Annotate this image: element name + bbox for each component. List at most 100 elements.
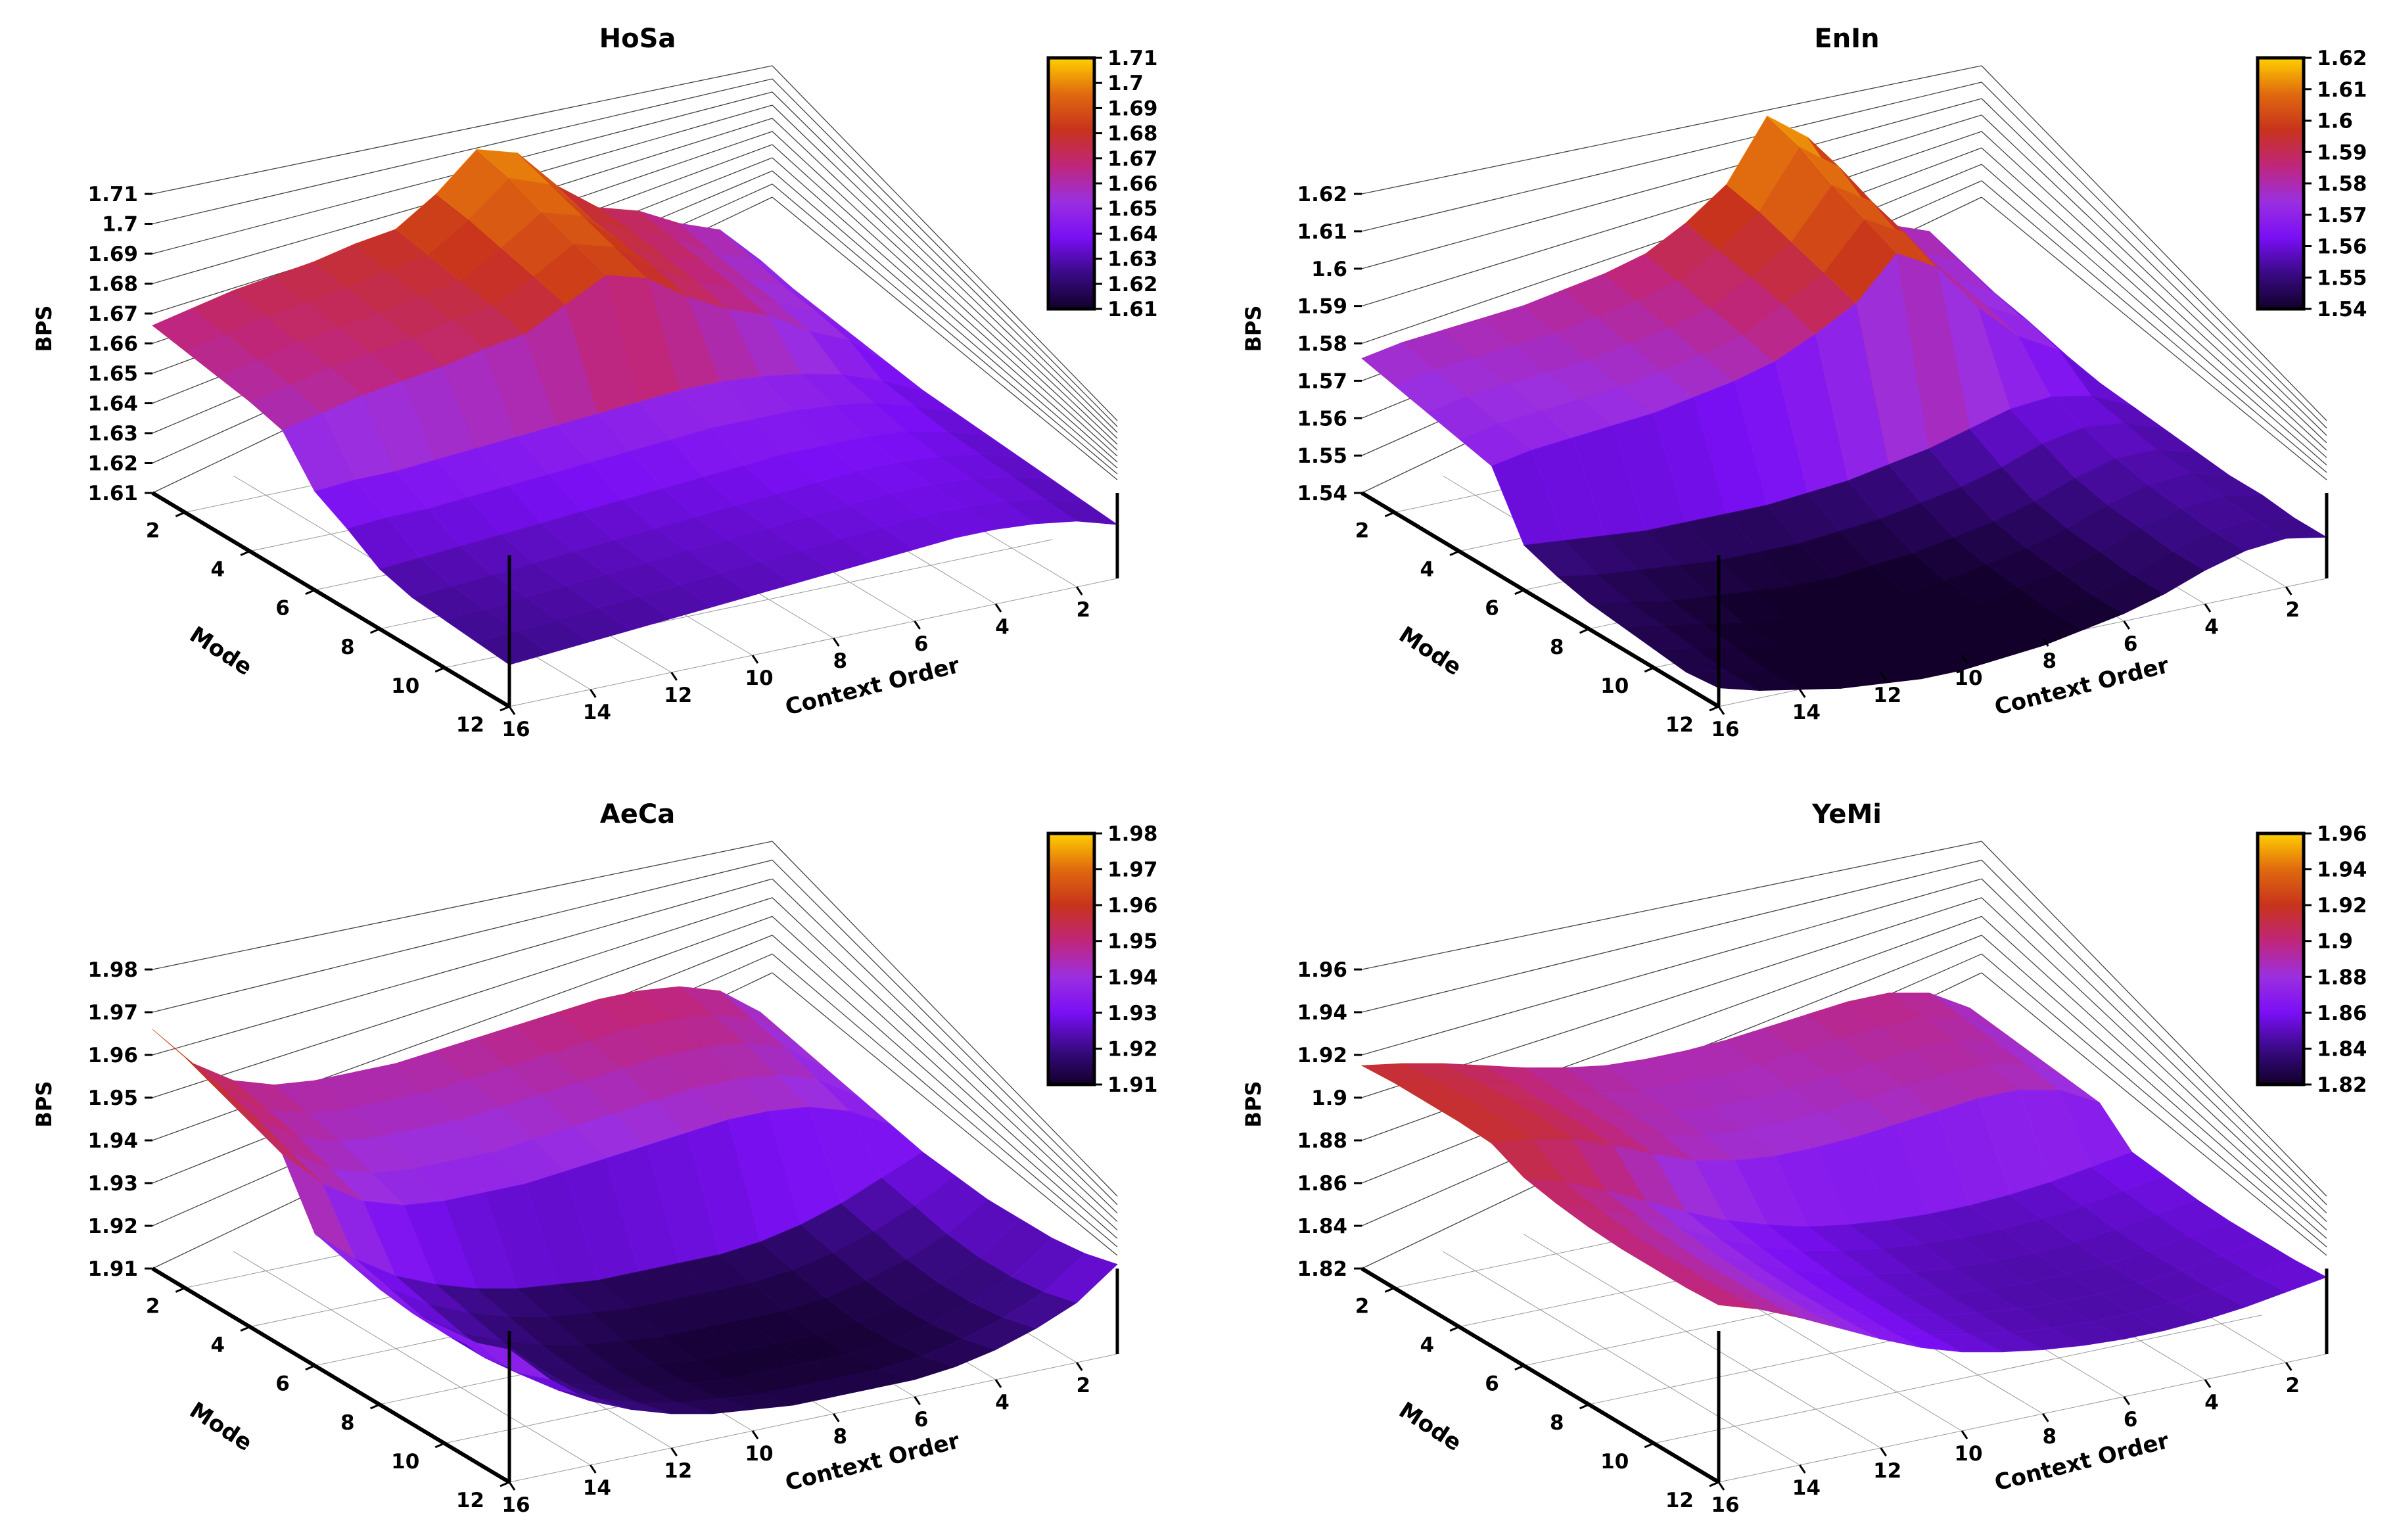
context-tick-label: 10 <box>745 1442 773 1466</box>
z-tick-label: 1.69 <box>88 243 139 266</box>
colorbar-tick-label: 1.68 <box>1107 122 1158 146</box>
mode-tick-label: 12 <box>456 1489 484 1512</box>
context-tick-mark <box>508 1482 516 1491</box>
z-gridline <box>1981 82 2327 429</box>
colorbar-tick-label: 1.55 <box>2317 266 2367 290</box>
context-tick-mark <box>2204 1379 2212 1388</box>
context-tick-label: 2 <box>1077 598 1091 622</box>
mode-tick-mark <box>500 1481 510 1487</box>
z-gridline <box>1981 147 2327 458</box>
colorbar-tick-label: 1.71 <box>1107 47 1158 70</box>
z-gridline <box>1981 935 2327 1239</box>
mode-tick-mark <box>305 589 315 595</box>
context-axis-label: Context Order <box>783 652 963 721</box>
colorbar-tick-label: 1.94 <box>1107 966 1158 989</box>
colorbar-tick-label: 1.65 <box>1107 197 1158 221</box>
mode-tick-mark <box>1579 628 1590 634</box>
colorbar-tick-label: 1.62 <box>1107 273 1158 296</box>
z-gridline <box>1361 98 1982 269</box>
context-tick-mark <box>994 1379 1002 1388</box>
colorbar-tick-label: 1.84 <box>2317 1037 2367 1061</box>
mode-tick-mark <box>434 1442 445 1449</box>
z-gridline <box>152 878 773 1056</box>
surface-patch <box>2252 517 2328 539</box>
context-tick-mark <box>1717 1482 1725 1491</box>
context-tick-label: 12 <box>664 1459 692 1483</box>
context-tick-label: 8 <box>2043 1425 2057 1449</box>
context-tick-label: 4 <box>2204 615 2219 639</box>
z-gridline <box>1361 897 1982 1098</box>
mode-tick-mark <box>305 1365 315 1371</box>
colorbar-tick-label: 1.95 <box>1107 930 1158 954</box>
z-gridline <box>1981 897 2327 1223</box>
colorbar-tick-label: 1.98 <box>1107 822 1158 846</box>
z-gridline <box>1981 916 2327 1230</box>
colorbar-tick-label: 1.96 <box>1107 894 1158 918</box>
z-tick-label: 1.9 <box>1311 1086 1347 1110</box>
mode-tick-mark <box>175 511 185 517</box>
context-tick-label: 8 <box>833 1425 848 1449</box>
mode-tick-mark <box>1514 589 1525 595</box>
mode-tick-mark <box>434 666 445 673</box>
z-gridline <box>772 953 1118 1248</box>
context-tick-label: 8 <box>833 649 848 673</box>
context-tick-mark <box>1799 1464 1806 1474</box>
context-axis-label: Context Order <box>1992 1428 2172 1497</box>
chart-title: AeCa <box>600 799 675 829</box>
mode-tick-label: 4 <box>211 1334 225 1357</box>
colorbar-tick-label: 1.67 <box>1107 147 1158 171</box>
colorbar-tick-label: 1.69 <box>1107 97 1158 120</box>
mode-tick-mark <box>369 1403 381 1410</box>
mode-tick-label: 12 <box>1665 713 1694 737</box>
mode-tick-mark <box>500 705 510 712</box>
colorbar-tick-label: 1.92 <box>1107 1037 1158 1061</box>
context-tick-label: 10 <box>745 666 773 690</box>
mode-tick-mark <box>175 1287 185 1293</box>
z-gridline <box>772 157 1118 463</box>
z-gridline <box>1981 197 2327 480</box>
z-tick-label: 1.86 <box>1297 1172 1348 1196</box>
colorbar <box>2256 56 2306 311</box>
colorbar-tick-label: 1.56 <box>2317 235 2367 259</box>
z-tick-label: 1.96 <box>1297 958 1348 982</box>
mode-tick-label: 12 <box>456 713 484 737</box>
z-gridline <box>1981 972 2327 1256</box>
z-tick-label: 1.61 <box>1297 220 1348 244</box>
mode-axis-label: Mode <box>1394 622 1466 682</box>
mode-axis-line <box>1360 1267 1720 1484</box>
colorbar-tick-label: 1.62 <box>2317 47 2367 70</box>
z-gridline <box>772 972 1118 1256</box>
colorbar-tick-label: 1.96 <box>2317 822 2367 846</box>
colorbar-tick-label: 1.63 <box>1107 248 1158 271</box>
context-tick-mark <box>833 638 840 647</box>
surface-patch <box>2253 1259 2327 1293</box>
z-gridline <box>1361 859 1982 1013</box>
context-tick-mark <box>833 1413 840 1422</box>
context-tick-label: 6 <box>2124 632 2138 656</box>
z-gridline <box>772 860 1118 1205</box>
z-tick-label: 1.7 <box>102 213 138 237</box>
mode-axis-label: Mode <box>185 1397 257 1457</box>
context-tick-mark <box>1961 1430 1968 1439</box>
mode-tick-mark <box>369 628 381 634</box>
context-tick-label: 4 <box>2204 1391 2219 1414</box>
context-tick-mark <box>751 1430 759 1439</box>
z-gridline <box>1981 65 2327 421</box>
z-tick-label: 1.54 <box>1297 482 1348 505</box>
z-gridline <box>772 105 1118 439</box>
z-tick-label: 1.59 <box>1297 295 1348 319</box>
z-tick-label: 1.57 <box>1297 369 1348 393</box>
colorbar-tick-label: 1.82 <box>2317 1073 2367 1097</box>
colorbar-tick-label: 1.86 <box>2317 1002 2367 1025</box>
z-tick-label: 1.94 <box>88 1129 139 1153</box>
context-tick-mark <box>994 603 1002 613</box>
context-tick-mark <box>2042 1413 2049 1422</box>
context-tick-label: 2 <box>2286 598 2300 622</box>
context-tick-mark <box>670 672 678 681</box>
colorbar-tick-label: 1.6 <box>2317 110 2353 133</box>
z-gridline <box>152 841 773 970</box>
context-tick-mark <box>1880 1447 1887 1457</box>
colorbar-tick-label: 1.9 <box>2317 930 2353 954</box>
mode-tick-label: 2 <box>1355 519 1370 543</box>
